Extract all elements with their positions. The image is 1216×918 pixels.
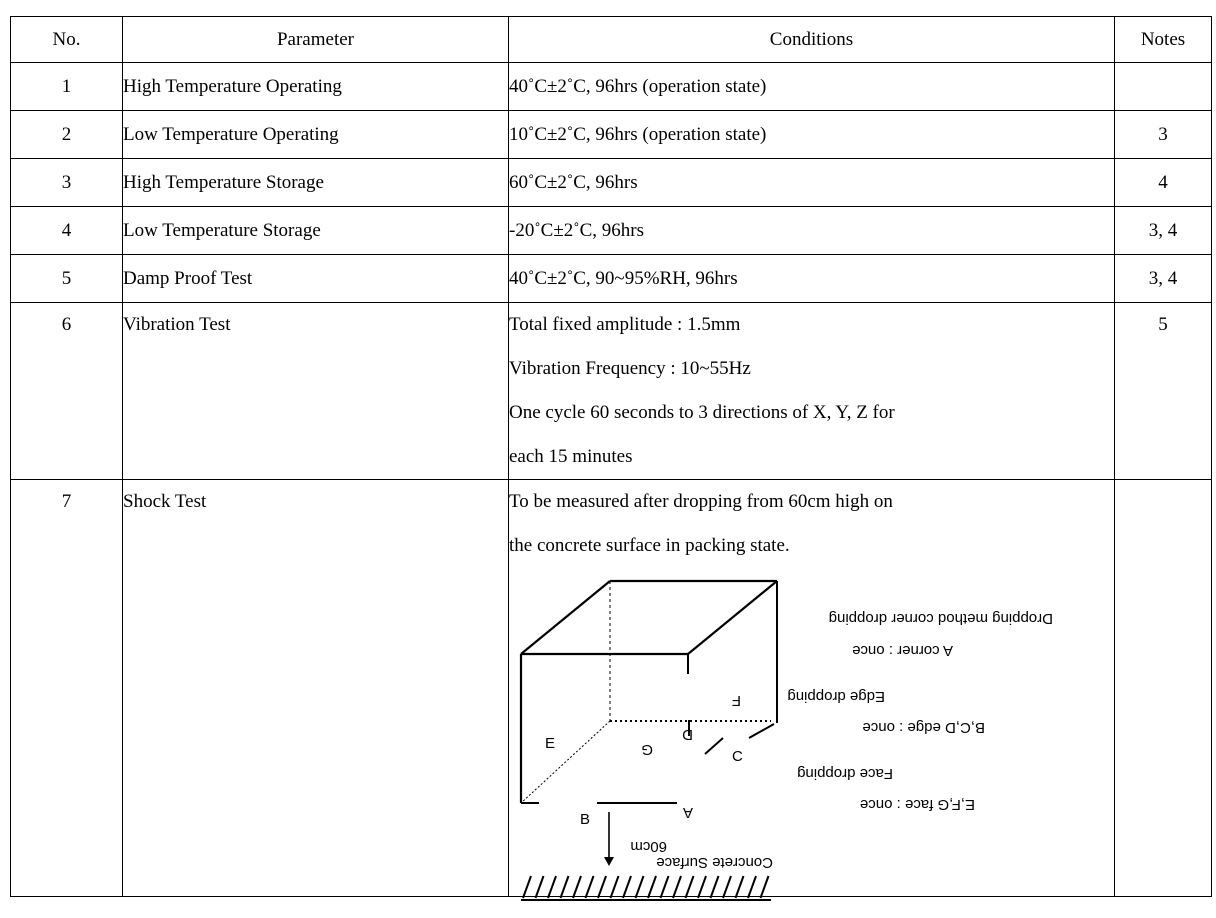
label-e: E	[545, 735, 555, 752]
condition-line: each 15 minutes	[509, 446, 633, 467]
hatch-stroke	[609, 875, 620, 899]
drop-test-diagram: E F G D C B A 60cm Concrete Surface Drop…	[509, 568, 1069, 901]
row-parameter: Low Temperature Storage	[122, 206, 509, 255]
table-row: 6 Vibration Test Total fixed amplitude :…	[10, 302, 1212, 480]
row-number: 4	[10, 206, 123, 255]
row-notes: 3, 4	[1114, 254, 1212, 303]
label-f: F	[732, 692, 741, 709]
condition-line: Total fixed amplitude : 1.5mm	[509, 314, 741, 335]
table-row: 5 Damp Proof Test 40˚C±2˚C, 90~95%RH, 96…	[10, 254, 1212, 303]
hatch-stroke	[684, 875, 695, 899]
row-notes: 3, 4	[1114, 206, 1212, 255]
row-number: 7	[10, 479, 123, 897]
hatch-stroke	[709, 875, 720, 899]
row-number: 6	[10, 302, 123, 480]
label-g: G	[641, 741, 653, 758]
row-number: 3	[10, 158, 123, 207]
table-row: 7 Shock Test To be measured after droppi…	[10, 479, 1212, 901]
box-edge	[748, 723, 775, 739]
row-notes: 5	[1114, 302, 1212, 480]
ground-hatching	[522, 875, 770, 899]
box-hidden-edge	[520, 720, 611, 804]
hatch-stroke	[559, 875, 570, 899]
row-parameter: Damp Proof Test	[122, 254, 509, 303]
test-conditions-table: No. Parameter Conditions Notes 1 High Te…	[10, 16, 1212, 901]
row-conditions: Total fixed amplitude : 1.5mm Vibration …	[508, 302, 1115, 480]
box-edge	[687, 580, 778, 655]
table-row: 1 High Temperature Operating 40˚C±2˚C, 9…	[10, 62, 1212, 111]
row-parameter: Shock Test	[122, 479, 509, 897]
header-conditions: Conditions	[508, 16, 1115, 63]
hatch-stroke	[759, 875, 770, 899]
label-b: B	[580, 811, 590, 828]
label-c: C	[732, 748, 743, 765]
row-conditions: To be measured after dropping from 60cm …	[508, 479, 1115, 901]
row-notes: 3	[1114, 110, 1212, 159]
row-notes: 4	[1114, 158, 1212, 207]
hatch-stroke	[634, 875, 645, 899]
row-conditions: 60˚C±2˚C, 96hrs	[508, 158, 1115, 207]
row-conditions: 40˚C±2˚C, 90~95%RH, 96hrs	[508, 254, 1115, 303]
row-notes	[1114, 479, 1212, 897]
drop-arrow-head	[604, 857, 614, 866]
hatch-stroke	[534, 875, 545, 899]
row-notes	[1114, 62, 1212, 111]
header-parameter: Parameter	[122, 16, 509, 63]
hatch-stroke	[747, 875, 757, 899]
hatch-stroke	[722, 875, 732, 899]
hatch-stroke	[522, 875, 532, 899]
method-line: B,C,D edge : once	[862, 719, 985, 736]
hatch-stroke	[572, 875, 582, 899]
row-parameter: Low Temperature Operating	[122, 110, 509, 159]
condition-line: the concrete surface in packing state.	[509, 535, 790, 556]
row-number: 5	[10, 254, 123, 303]
row-parameter: High Temperature Storage	[122, 158, 509, 207]
row-number: 1	[10, 62, 123, 111]
condition-line: One cycle 60 seconds to 3 directions of …	[509, 402, 895, 423]
condition-line: To be measured after dropping from 60cm …	[509, 491, 893, 512]
drop-methods: Dropping method corner dropping A corner…	[787, 610, 1053, 813]
box-edge	[520, 580, 611, 655]
row-conditions: 40˚C±2˚C, 96hrs (operation state)	[508, 62, 1115, 111]
hatch-stroke	[697, 875, 707, 899]
hatch-stroke	[659, 875, 670, 899]
label-concrete-surface: Concrete Surface	[656, 854, 773, 871]
header-row: No. Parameter Conditions Notes	[10, 16, 1212, 63]
header-notes: Notes	[1114, 16, 1212, 63]
label-height: 60cm	[630, 838, 667, 855]
hatch-stroke	[597, 875, 607, 899]
hatch-stroke	[734, 875, 745, 899]
table-row: 3 High Temperature Storage 60˚C±2˚C, 96h…	[10, 158, 1212, 207]
method-line: E,F,G face : once	[860, 796, 975, 813]
method-line: Edge dropping	[787, 688, 885, 705]
label-a: A	[683, 804, 693, 821]
hatch-stroke	[672, 875, 682, 899]
table-row: 4 Low Temperature Storage -20˚C±2˚C, 96h…	[10, 206, 1212, 255]
table-row: 2 Low Temperature Operating 10˚C±2˚C, 96…	[10, 110, 1212, 159]
row-number: 2	[10, 110, 123, 159]
method-line: Dropping method corner dropping	[829, 610, 1053, 627]
hatch-stroke	[647, 875, 657, 899]
row-parameter: High Temperature Operating	[122, 62, 509, 111]
row-parameter: Vibration Test	[122, 302, 509, 480]
row-conditions: 10˚C±2˚C, 96hrs (operation state)	[508, 110, 1115, 159]
box-edge	[704, 737, 724, 755]
header-no: No.	[10, 16, 123, 63]
condition-line: Vibration Frequency : 10~55Hz	[509, 358, 751, 379]
method-line: Face dropping	[797, 765, 893, 782]
label-d: D	[682, 726, 693, 743]
hatch-stroke	[584, 875, 595, 899]
hatch-stroke	[547, 875, 557, 899]
method-line: A corner : once	[852, 642, 953, 659]
row-conditions: -20˚C±2˚C, 96hrs	[508, 206, 1115, 255]
hatch-stroke	[622, 875, 632, 899]
